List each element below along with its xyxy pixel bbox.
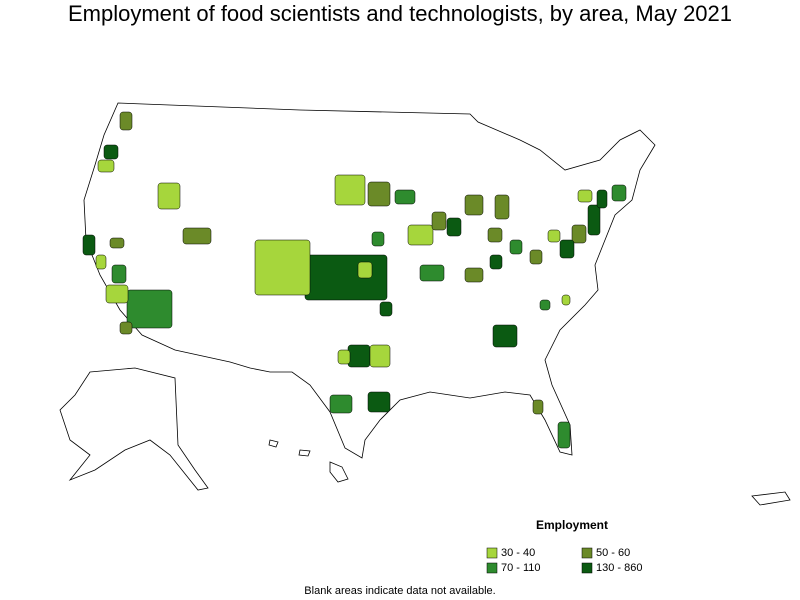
area [357,261,373,279]
area [119,111,133,131]
area [509,239,523,255]
area [577,189,593,203]
area [559,239,575,259]
area [105,284,129,304]
area [407,224,434,246]
area [157,182,181,210]
legend-swatch [486,547,498,559]
area [304,254,388,301]
note: Blank areas indicate data not available. [304,585,495,597]
area [367,181,391,207]
area [347,344,371,368]
area [394,189,416,205]
area [109,237,125,249]
area [334,174,366,206]
area [379,301,393,317]
area [561,294,571,306]
area [532,399,544,415]
area [103,144,119,160]
legend-label: 130 - 860 [596,562,642,574]
legend-label: 70 - 110 [501,562,541,574]
area [494,194,510,220]
area [369,344,391,368]
area [489,254,503,270]
area [492,324,518,348]
area [371,231,385,247]
area [254,239,311,296]
area [529,249,543,265]
area [111,264,127,284]
area [431,211,447,231]
area [596,189,608,209]
area [337,349,351,365]
legend: 30 - 40 50 - 60 70 - 110 130 - 860 [486,547,642,574]
legend-label: 50 - 60 [596,547,630,559]
area [419,264,445,282]
alaska [59,367,209,491]
area [126,289,173,329]
legend-swatch [581,547,593,559]
area [329,394,353,414]
area [182,227,212,245]
area [446,217,462,237]
area [464,194,484,216]
legend-swatch [486,562,498,574]
area [611,184,627,202]
legend-swatch [581,562,593,574]
area [547,229,561,243]
area [587,204,601,236]
puerto-rico [751,491,791,506]
area [95,254,107,270]
area [557,421,571,449]
area [82,234,96,256]
area [367,391,391,413]
legend-label: 30 - 40 [501,547,535,559]
area [571,224,587,244]
hawaii [268,439,349,483]
area [97,159,115,173]
area [539,299,551,311]
area [464,267,484,283]
area [119,321,133,335]
legend-title: Employment [536,518,608,532]
area [487,227,503,243]
areas [82,111,627,449]
map-title: Employment of food scientists and techno… [68,1,732,26]
